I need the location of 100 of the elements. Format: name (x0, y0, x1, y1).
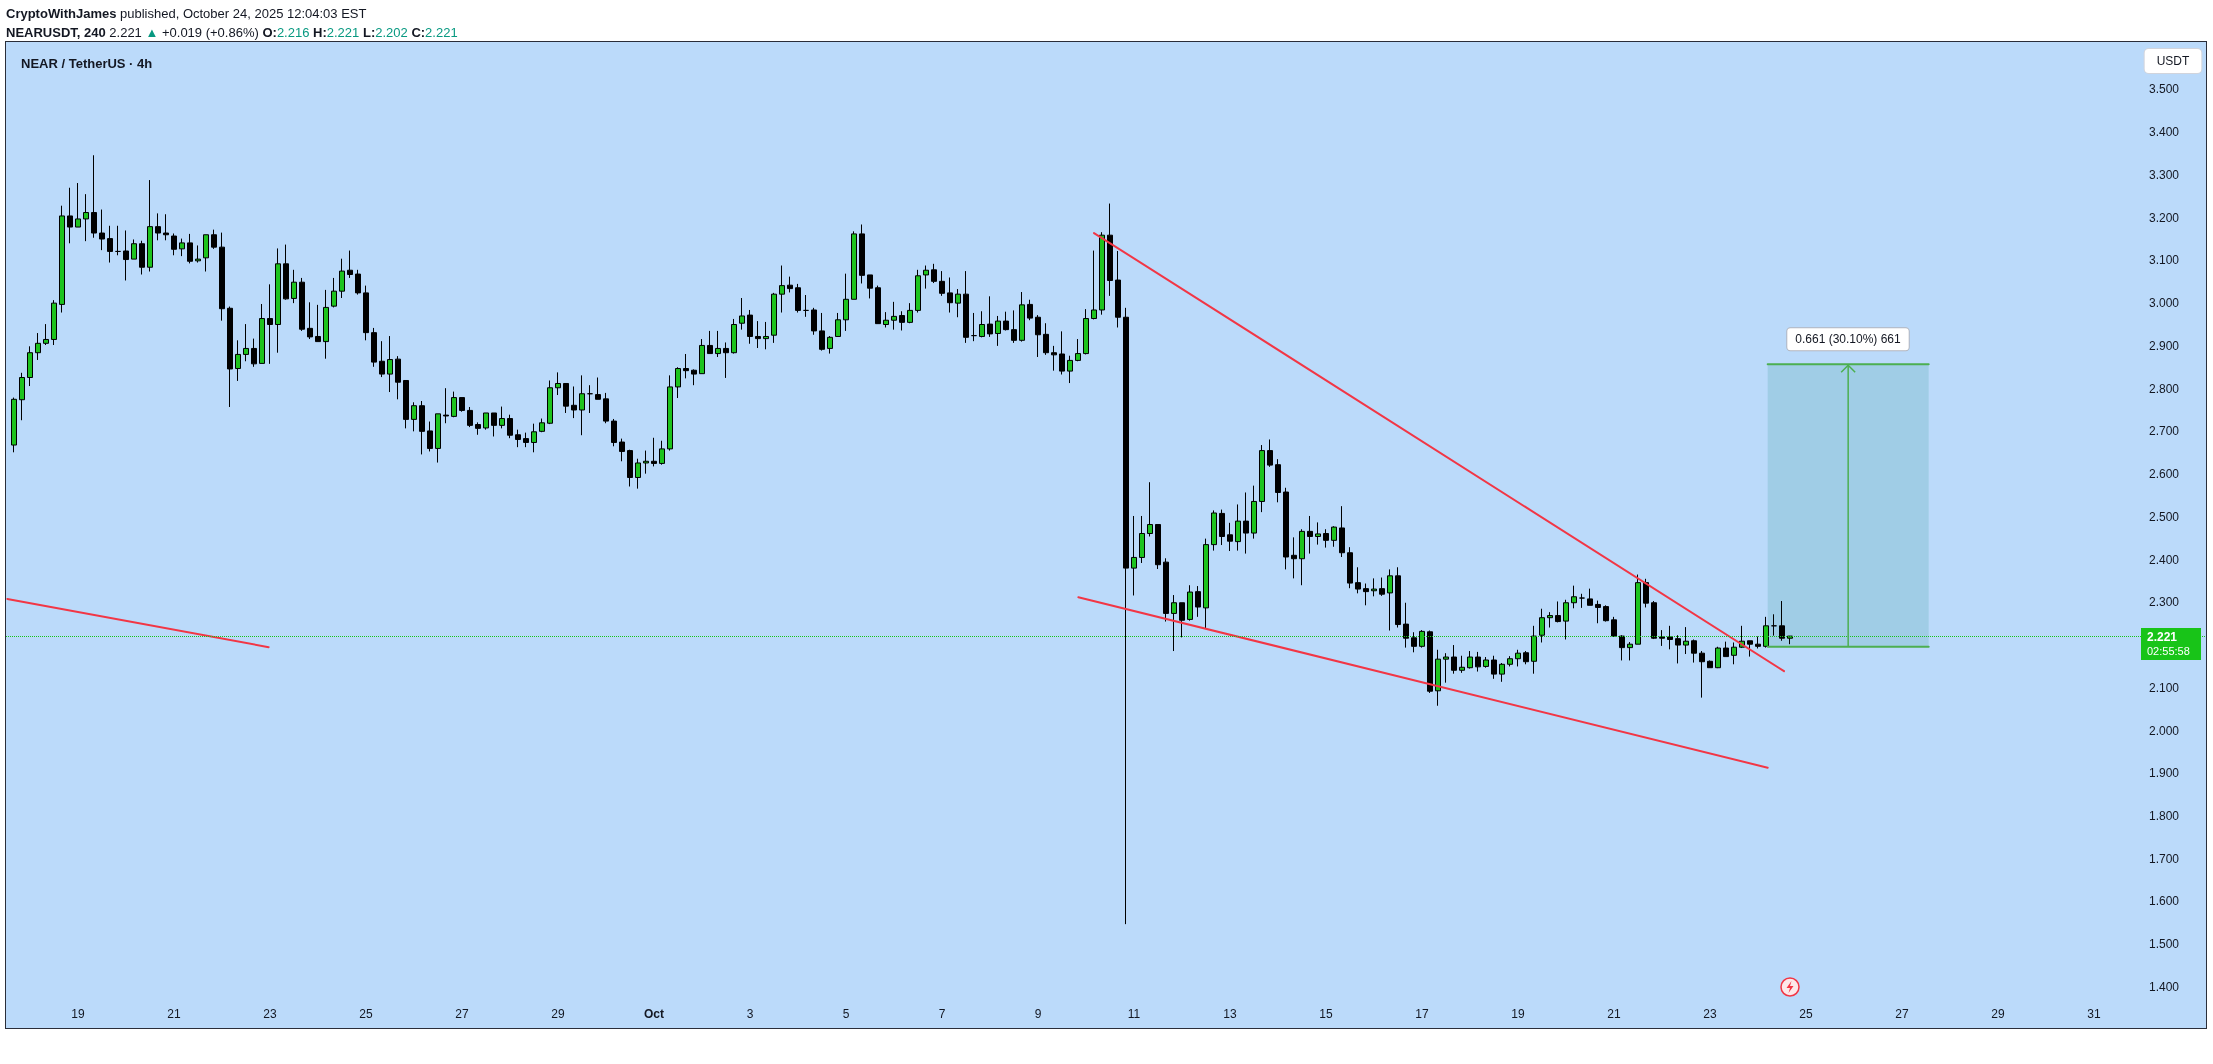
candlestick (1323, 528, 1329, 549)
candlestick (443, 387, 449, 424)
candlestick (683, 353, 689, 379)
candlestick (731, 318, 737, 355)
candlestick (1651, 600, 1657, 640)
x-tick-label: 31 (2087, 1007, 2101, 1021)
candlestick (667, 374, 673, 452)
x-tick-label: 9 (1034, 1007, 1042, 1021)
candlestick (859, 224, 865, 284)
candlestick (811, 307, 817, 336)
candlestick (1315, 521, 1321, 546)
y-tick-label: 2.800 (2149, 381, 2180, 396)
candlestick (771, 292, 777, 344)
y-tick-label: 3.500 (2149, 82, 2180, 97)
candlestick (1179, 602, 1185, 638)
candlestick (1355, 566, 1361, 594)
candlestick (1211, 509, 1217, 552)
candlestick (339, 258, 345, 299)
candlestick (1203, 538, 1209, 629)
candlestick (1619, 634, 1625, 661)
y-axis-title: USDT (2156, 54, 2190, 68)
x-tick-label: 7 (938, 1007, 946, 1021)
y-tick-label: 2.400 (2149, 552, 2180, 567)
candlestick (819, 312, 825, 352)
candlestick (43, 323, 49, 346)
candlestick (1435, 649, 1441, 707)
x-tick-label: 29 (1991, 1007, 2005, 1021)
candlestick (1011, 309, 1017, 344)
candlestick (267, 283, 273, 365)
candlestick (1243, 491, 1249, 555)
candlestick (619, 438, 625, 462)
candlestick (787, 276, 793, 293)
candlestick (1139, 515, 1145, 564)
candlestick (1627, 641, 1633, 661)
candlestick (139, 240, 145, 275)
candlestick (355, 269, 361, 296)
candlestick (1035, 314, 1041, 358)
candlestick (1387, 568, 1393, 632)
candlestick (459, 397, 465, 413)
candlestick (131, 238, 137, 260)
x-tick-label: 27 (455, 1007, 469, 1021)
candlestick (1395, 566, 1401, 629)
candlestick (411, 401, 417, 432)
candlestick (899, 310, 905, 331)
candlestick (483, 412, 489, 431)
x-tick-label: 23 (1703, 1007, 1717, 1021)
candlestick (83, 193, 89, 242)
candlestick (1227, 522, 1233, 552)
candlestick (595, 377, 601, 400)
candlestick (1475, 651, 1481, 673)
candlestick (923, 265, 929, 290)
candlestick (1083, 308, 1089, 355)
y-tick-label: 2.500 (2149, 509, 2180, 524)
y-tick-label: 2.300 (2149, 595, 2180, 610)
candlestick (971, 312, 977, 342)
candlestick (1043, 322, 1049, 356)
candlestick (1267, 438, 1273, 468)
y-tick-label: 2.700 (2149, 424, 2180, 439)
candlestick (915, 269, 921, 314)
candlestick (1515, 649, 1521, 667)
candlestick (979, 310, 985, 338)
candlestick (875, 285, 881, 325)
candlestick (1755, 636, 1761, 649)
text: NEAR / TetherUS · 4h (21, 56, 153, 71)
y-tick-label: 2.000 (2149, 723, 2180, 738)
candlestick (323, 289, 329, 360)
candlestick (1499, 662, 1505, 683)
candlestick (275, 247, 281, 354)
candlestick (179, 238, 185, 257)
candlestick (147, 179, 153, 273)
candlestick (795, 283, 801, 314)
candlestick (1555, 600, 1561, 623)
candlestick (1051, 345, 1057, 372)
y-tick-label: 3.200 (2149, 210, 2180, 225)
candlestick (1091, 250, 1097, 320)
candlestick (739, 297, 745, 331)
candlestick (1331, 525, 1337, 548)
candlestick (523, 432, 529, 448)
candlestick (1251, 485, 1257, 540)
candlestick (1507, 655, 1513, 667)
candlestick (755, 320, 761, 349)
candlestick (1443, 652, 1449, 684)
annotation: 02:55:58 (2147, 645, 2190, 658)
x-tick-label: Oct (643, 1007, 665, 1021)
candlestick (1691, 639, 1697, 664)
candlestick (99, 209, 105, 251)
y-tick-label: 1.500 (2149, 937, 2180, 952)
candlestick (67, 187, 73, 244)
candlestick (635, 458, 641, 490)
candlestick (643, 450, 649, 475)
candlestick (1523, 650, 1529, 665)
y-tick-label: 1.400 (2149, 979, 2180, 994)
candlestick (363, 285, 369, 341)
candlestick (475, 421, 481, 436)
candlestick (707, 330, 713, 355)
candlestick (1483, 656, 1489, 669)
candlestick (1131, 515, 1137, 596)
y-tick-label: 2.900 (2149, 338, 2180, 353)
candlestick (1667, 625, 1673, 650)
candlestick (907, 302, 913, 324)
